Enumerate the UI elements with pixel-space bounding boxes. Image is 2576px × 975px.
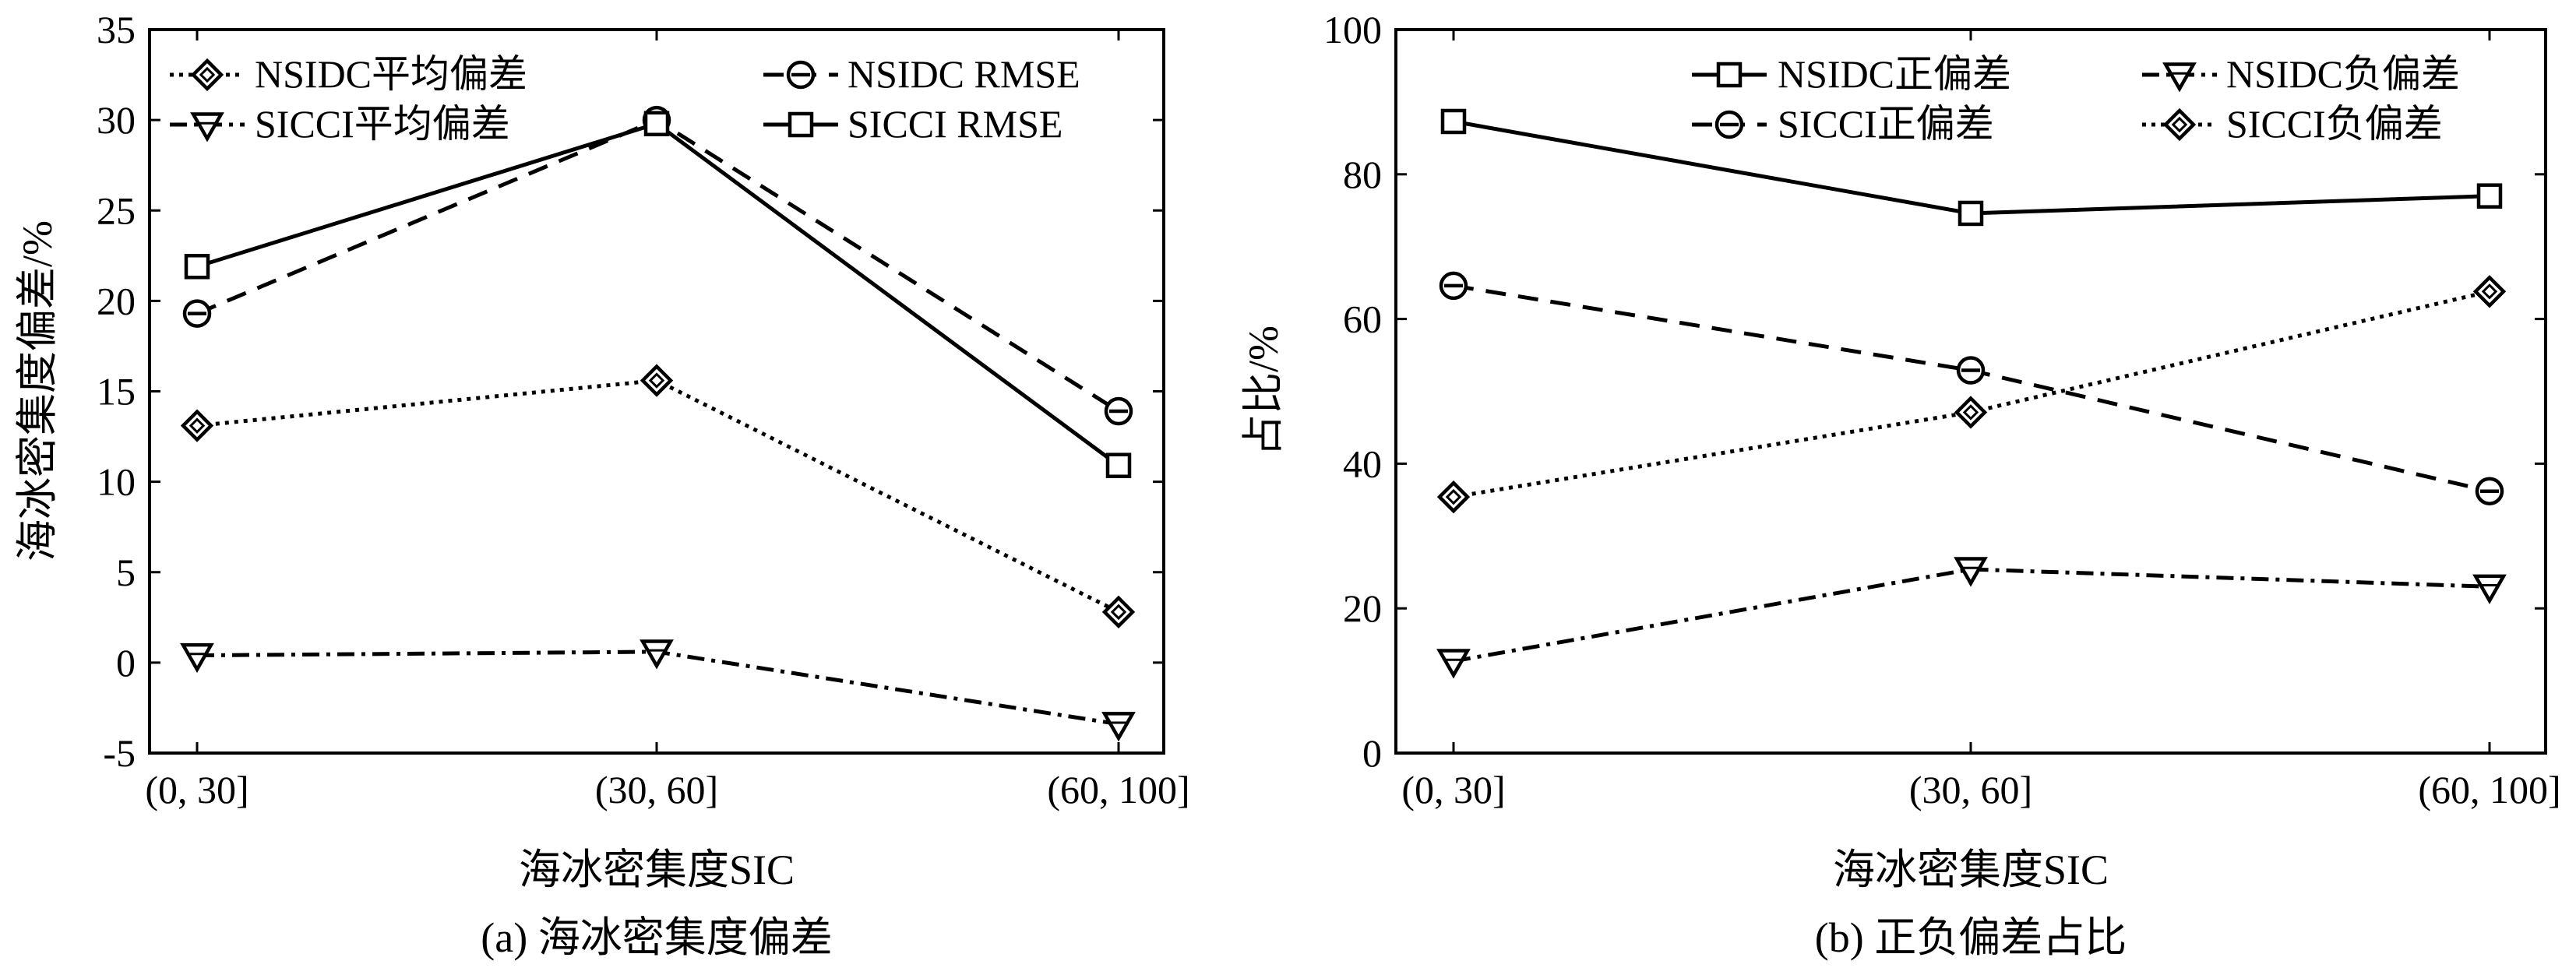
legend-label: NSIDC负偏差 (2226, 52, 2460, 96)
a-series-0-point-inner (1110, 604, 1127, 621)
b-series-3-point (1436, 480, 1471, 514)
panel-b-legend-item-sicci-positive-bias: SICCI正偏差 (1692, 102, 1994, 146)
panel-b-legend: NSIDC正偏差 NSIDC负偏差 SICCI正偏差 SICCI负偏差 (1692, 52, 2460, 146)
panel-b-legend-item-sicci-negative-bias: SICCI负偏差 (2142, 102, 2443, 146)
y-tick-label: 100 (1323, 8, 1382, 51)
panel-b-caption: (b) 正负偏差占比 (1815, 914, 2127, 961)
panel-b-x-ticks: (0, 30] (30, 60] (60, 100] (1401, 30, 2561, 811)
x-tick-label: (0, 30] (1401, 768, 1505, 811)
b-series-0 (1440, 108, 2503, 227)
legend-swatch-marker (788, 111, 814, 138)
y-tick-label: 80 (1343, 153, 1382, 196)
b-series-2 (1439, 271, 2504, 505)
y-tick-label: 5 (116, 551, 136, 594)
a-series-3 (184, 111, 1132, 478)
a-series-3-point (643, 111, 670, 137)
panel-a-y-axis-title: 海冰密集度偏差/% (14, 220, 61, 561)
legend-swatch-marker-inner (199, 66, 216, 83)
legend-label: SICCI平均偏差 (255, 102, 510, 146)
a-series-2 (180, 639, 1136, 742)
panel-a-caption: (a) 海冰密集度偏差 (481, 914, 832, 961)
a-series-0-line (196, 378, 1120, 614)
legend-label: NSIDC平均偏差 (255, 52, 527, 96)
b-series-3-point-inner (1445, 488, 1462, 505)
a-series-2-point (180, 642, 214, 674)
a-series-0 (180, 364, 1136, 629)
legend-label: NSIDC RMSE (848, 52, 1080, 96)
b-series-0-point (1958, 200, 1984, 227)
a-series-3-point (184, 253, 210, 280)
a-series-3-point (1105, 452, 1132, 478)
panel-a-legend-item-sicci-rmse: SICCI RMSE (763, 102, 1062, 146)
legend-label: SICCI负偏差 (2226, 102, 2443, 146)
legend-swatch-marker (1716, 62, 1743, 88)
panel-b: 0 20 40 60 80 100 (0, 30] (30, 60] (60, 100] 占比… (1240, 8, 2561, 961)
a-series-2-point (1101, 712, 1136, 742)
a-series-3-line (196, 121, 1120, 467)
x-tick-label: (60, 100] (1047, 768, 1189, 811)
a-series-0-point-inner (189, 417, 206, 434)
a-series-0-point (180, 409, 214, 442)
a-series-0-point (1101, 595, 1136, 629)
b-series-1-point (1436, 649, 1471, 679)
b-series-3-point (1954, 396, 1988, 429)
panel-b-legend-item-nsidc-positive-bias: NSIDC正偏差 (1692, 52, 2011, 96)
b-series-3-point-inner (2481, 283, 2498, 300)
b-series-3-line (1453, 289, 2490, 499)
legend-swatch-marker (2162, 107, 2197, 142)
panel-a-legend-item-nsidc-mean-bias: NSIDC平均偏差 (170, 52, 527, 96)
legend-swatch-marker (2162, 62, 2197, 93)
y-tick-label: 60 (1343, 297, 1382, 341)
a-series-2-point (640, 639, 674, 670)
b-series-0-point (2476, 183, 2503, 209)
legend-label: SICCI RMSE (848, 102, 1062, 146)
b-series-1-point (1954, 557, 1988, 587)
y-tick-label: 0 (116, 641, 136, 685)
panel-a-legend-item-nsidc-rmse: NSIDC RMSE (763, 52, 1080, 96)
y-tick-label: 30 (97, 98, 136, 142)
y-tick-label: 15 (97, 370, 136, 414)
panel-b-series (1436, 108, 2507, 679)
x-tick-label: (60, 100] (2418, 768, 2560, 811)
panel-a-y-ticks: -5 0 5 10 15 20 25 30 35 (97, 8, 1164, 775)
panel-a-legend: NSIDC平均偏差 NSIDC RMSE SICCI平均偏差 SICCI RMS… (170, 52, 1080, 146)
b-series-1 (1436, 557, 2507, 679)
panel-a-legend-item-sicci-mean-bias: SICCI平均偏差 (170, 102, 510, 146)
panel-a-x-ticks: (0, 30] (30, 60] (60, 100] (145, 30, 1190, 811)
b-series-3 (1436, 275, 2507, 514)
y-tick-label: 35 (97, 8, 136, 51)
y-tick-label: 40 (1343, 442, 1382, 485)
panel-a-series (180, 105, 1136, 742)
y-tick-label: -5 (103, 731, 136, 775)
legend-swatch-marker (190, 58, 224, 92)
y-tick-label: 20 (97, 279, 136, 322)
b-series-0-point (1440, 108, 1467, 135)
legend-swatch-marker (190, 112, 224, 143)
panel-b-x-axis-title: 海冰密集度SIC (1833, 847, 2109, 893)
legend-label: SICCI正偏差 (1778, 102, 1994, 146)
b-series-2-line (1453, 283, 2490, 494)
panel-b-y-ticks: 0 20 40 60 80 100 (1323, 8, 2546, 775)
panel-b-y-axis-title: 占比/% (1240, 326, 1287, 456)
x-tick-label: (30, 60] (595, 768, 718, 811)
x-tick-label: (0, 30] (145, 768, 248, 811)
y-tick-label: 25 (97, 188, 136, 232)
x-tick-label: (30, 60] (1909, 768, 2032, 811)
panel-a-x-axis-title: 海冰密集度SIC (519, 847, 795, 893)
legend-swatch-marker-inner (2171, 116, 2188, 133)
legend-label: NSIDC正偏差 (1778, 52, 2011, 96)
b-series-3-point-inner (1962, 404, 1979, 421)
b-series-1-point (2472, 574, 2507, 604)
panel-b-legend-item-nsidc-negative-bias: NSIDC负偏差 (2142, 52, 2460, 96)
a-series-0-point-inner (648, 372, 665, 389)
a-series-0-point (640, 364, 674, 397)
y-tick-label: 0 (1362, 731, 1382, 775)
y-tick-label: 10 (97, 460, 136, 504)
y-tick-label: 20 (1343, 586, 1382, 630)
panel-a: -5 0 5 10 15 20 25 30 35 (0, 30] (30, 60] (60, 100… (14, 8, 1190, 961)
b-series-3-point (2472, 275, 2507, 308)
